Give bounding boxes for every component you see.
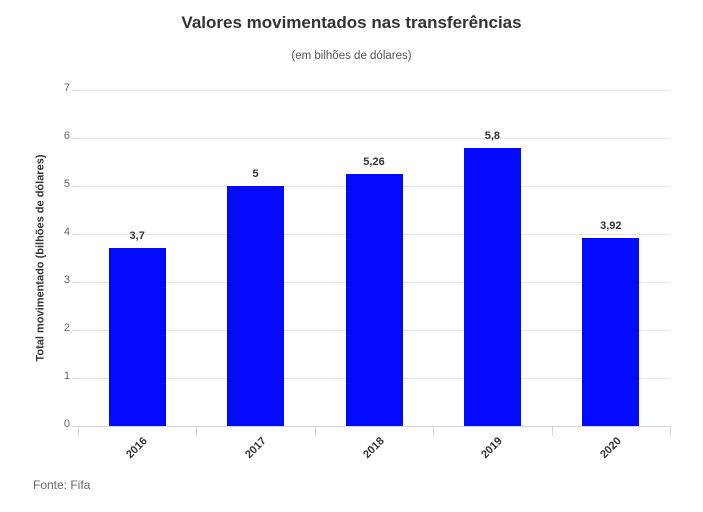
x-axis-tick	[433, 427, 435, 436]
x-tick-label: 2020	[597, 435, 624, 461]
y-axis-tick	[72, 234, 78, 235]
y-axis-tick	[72, 186, 78, 187]
y-axis-tick	[72, 90, 78, 91]
y-tick-label: 7	[63, 82, 70, 94]
y-tick-label: 3	[63, 274, 70, 286]
x-tick-label: 2019	[479, 435, 506, 461]
y-tick-label: 6	[63, 130, 70, 142]
y-axis-tick	[72, 426, 78, 427]
chart-title: Valores movimentados nas transferências	[181, 13, 522, 32]
chart-subtitle: (em bilhões de dólares)	[291, 50, 412, 62]
y-tick-label: 1	[63, 370, 70, 382]
bar[interactable]	[463, 147, 521, 426]
bar-value-label: 5,26	[363, 155, 385, 168]
bar[interactable]	[582, 237, 640, 426]
bar-value-label: 5	[252, 168, 259, 180]
x-axis-tick	[196, 427, 198, 436]
y-tick-label: 4	[63, 226, 70, 238]
x-axis-tick	[314, 427, 316, 436]
y-tick-label: 2	[63, 322, 70, 334]
x-axis-tick	[670, 427, 671, 436]
y-axis-tick	[72, 138, 78, 139]
gridline	[78, 90, 670, 91]
y-axis-tick	[72, 330, 78, 331]
y-tick-label: 5	[63, 178, 70, 190]
bar[interactable]	[108, 248, 166, 426]
x-tick-label: 2018	[361, 435, 387, 461]
y-axis-tick	[72, 282, 78, 283]
bar[interactable]	[227, 186, 285, 426]
bar-value-label: 3,7	[129, 230, 145, 243]
plot-area: 0 1 2 3 4 5 6 7 3,7 2016 5 2017 5,26 2018 5,8 2019 3,92 2…	[64, 82, 671, 461]
bar-value-label: 5,8	[484, 129, 501, 142]
gridline	[78, 138, 670, 139]
bar-value-label: 3,92	[600, 219, 622, 232]
bar[interactable]	[345, 173, 403, 426]
y-axis-tick	[72, 378, 78, 379]
x-axis-line	[78, 426, 671, 427]
y-tick-label: 0	[63, 418, 70, 430]
x-axis-tick	[78, 427, 79, 436]
x-axis-tick	[551, 427, 553, 436]
x-tick-label: 2016	[124, 435, 151, 461]
x-tick-label: 2017	[242, 435, 269, 461]
source-note: Fonte: Fifa	[33, 478, 91, 492]
